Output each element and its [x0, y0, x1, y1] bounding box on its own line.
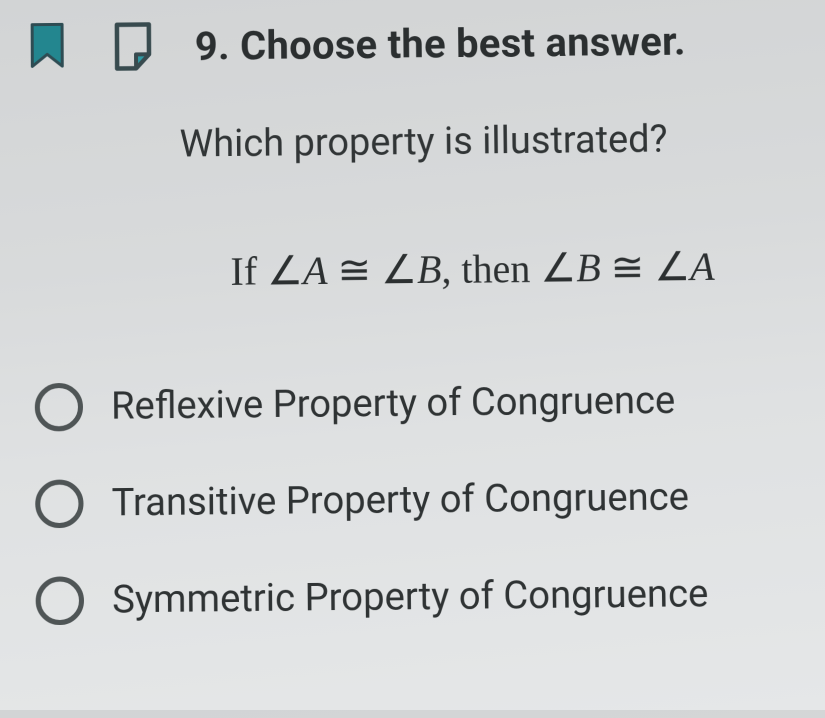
math-angle-a: A: [303, 248, 328, 293]
angle-symbol: ∠: [267, 248, 303, 293]
angle-symbol: ∠: [381, 247, 417, 292]
math-angle-b2: B: [576, 245, 601, 290]
congruent-symbol: ≅: [610, 245, 644, 290]
math-prefix: If: [230, 249, 267, 294]
congruent-symbol: ≅: [337, 247, 371, 292]
answer-option[interactable]: Reflexive Property of Congruence: [35, 375, 825, 432]
radio-icon[interactable]: [36, 576, 85, 625]
answer-label: Transitive Property of Congruence: [111, 475, 689, 525]
question-number: 9.: [195, 23, 230, 70]
angle-symbol: ∠: [540, 245, 576, 290]
angle-symbol: ∠: [654, 244, 691, 289]
radio-icon[interactable]: [35, 479, 83, 528]
question-math: If ∠A ≅ ∠B, then ∠B ≅ ∠A: [230, 242, 825, 295]
math-angle-b: B: [417, 247, 442, 292]
answer-list: Reflexive Property of Congruence Transit…: [35, 375, 825, 625]
answer-option[interactable]: Transitive Property of Congruence: [35, 472, 825, 529]
question-title: 9. Choose the best answer.: [195, 18, 686, 70]
note-icon[interactable]: [113, 21, 153, 71]
question-prompt: Choose the best answer.: [240, 18, 686, 69]
math-angle-a2: A: [690, 244, 715, 289]
math-mid: , then: [441, 246, 540, 292]
question-header: 9. Choose the best answer.: [0, 0, 822, 73]
answer-label: Symmetric Property of Congruence: [112, 572, 709, 623]
bookmark-icon[interactable]: [29, 22, 65, 68]
answer-option[interactable]: Symmetric Property of Congruence: [36, 568, 825, 625]
answer-label: Reflexive Property of Congruence: [111, 379, 676, 429]
question-subtitle: Which property is illustrated?: [179, 116, 824, 167]
radio-icon[interactable]: [35, 383, 83, 432]
